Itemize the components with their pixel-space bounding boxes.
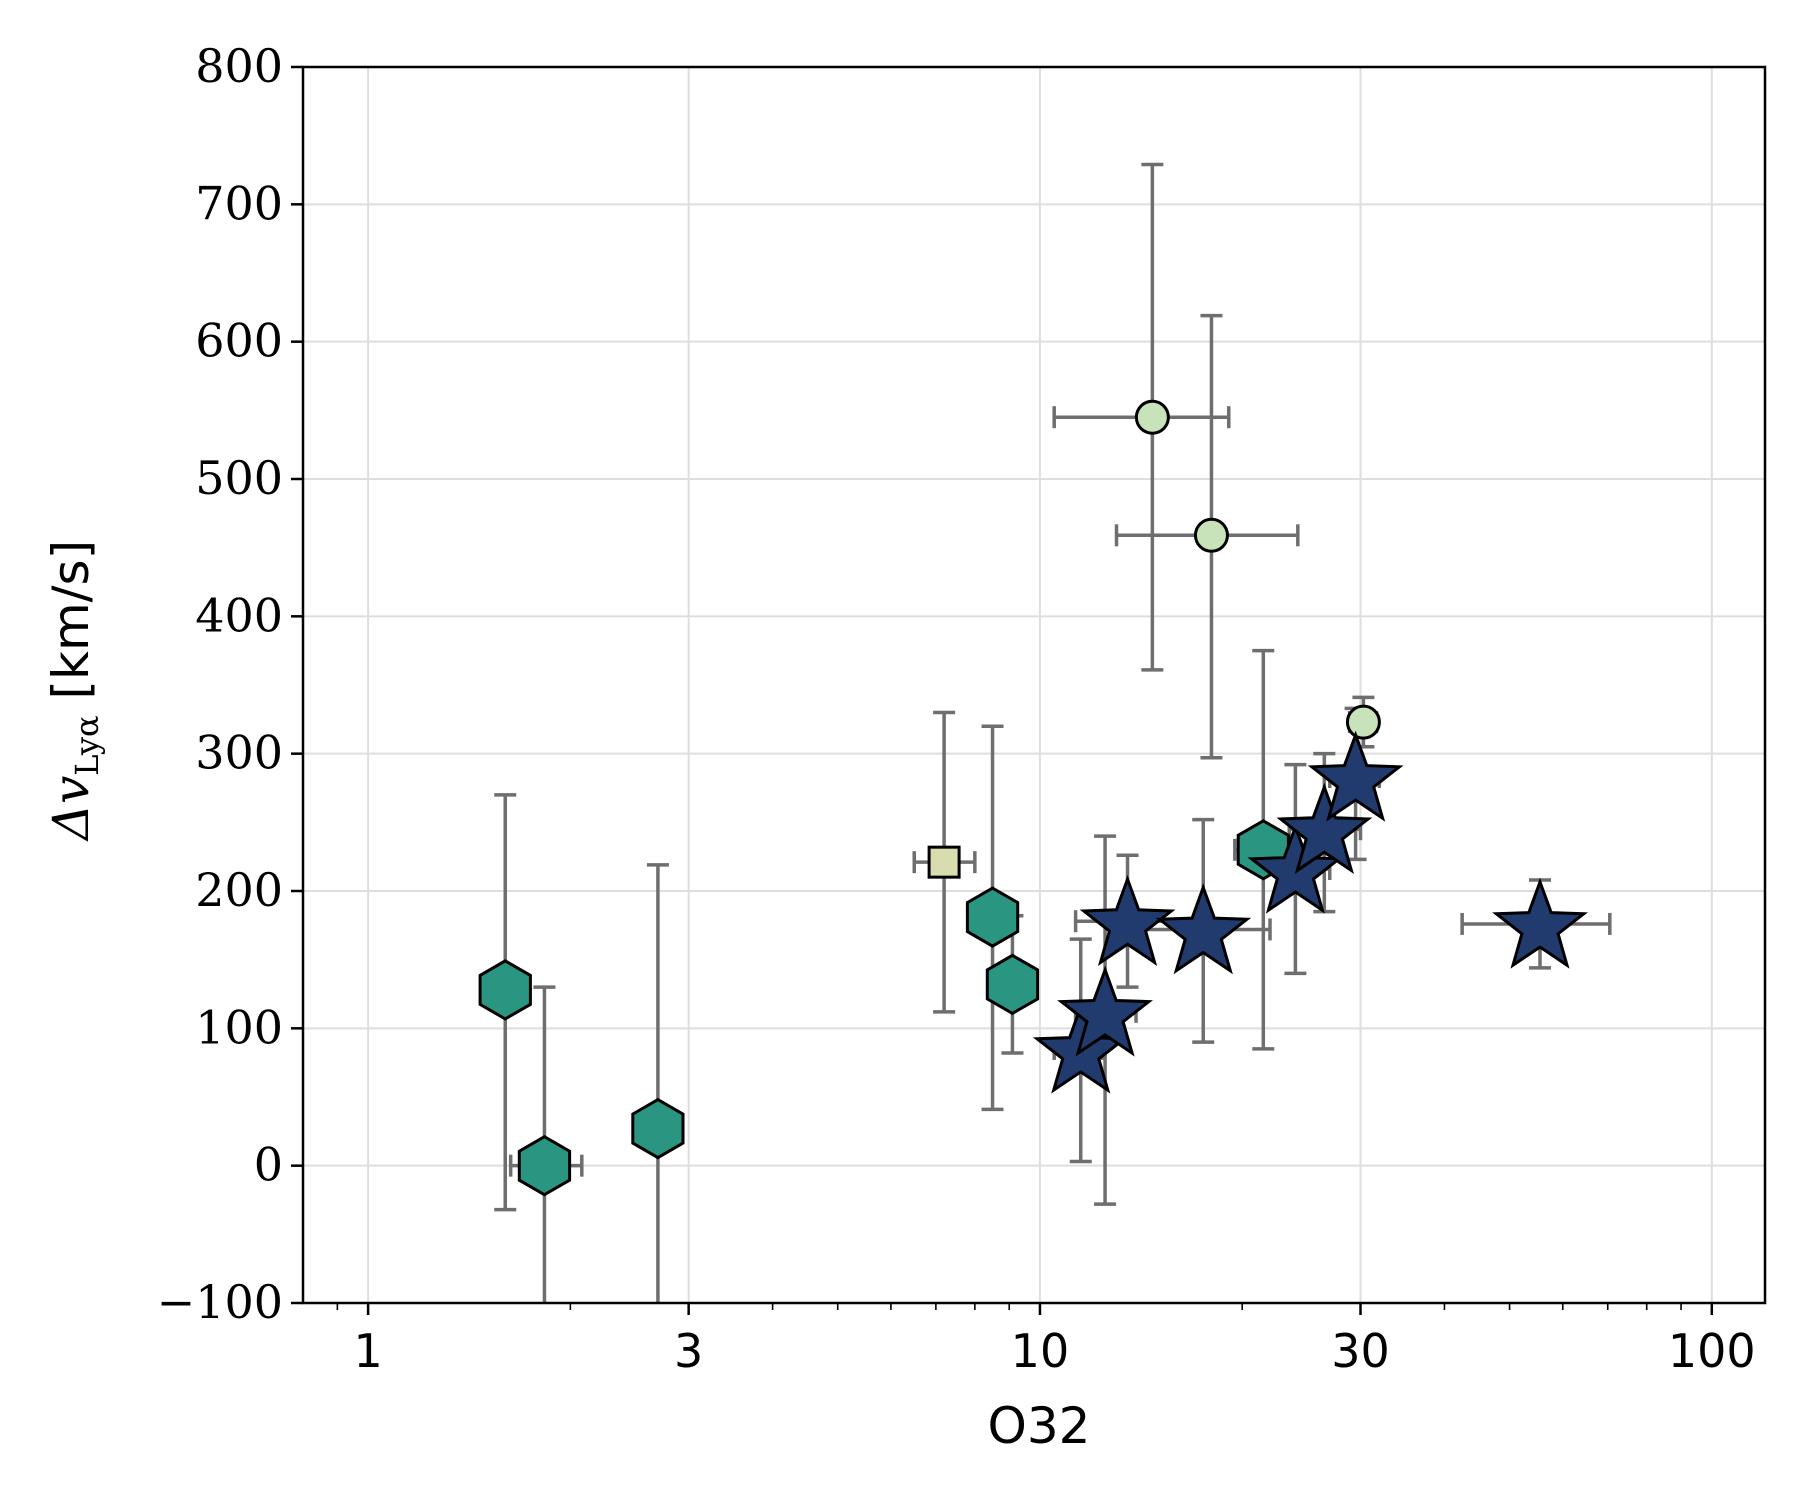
x-axis-title: O32 xyxy=(988,1397,1091,1455)
y-tick-label: 700 xyxy=(195,176,283,230)
tick-labels: 1 3 10 30 100 −100 0 100 200 300 400 500 600 700 800 xyxy=(157,39,1756,1378)
y-tick-label: 100 xyxy=(195,1000,283,1054)
grid xyxy=(303,66,1765,1304)
star-marker xyxy=(1276,782,1373,874)
errorbar-hexagon xyxy=(633,863,681,1303)
circle-marker xyxy=(1134,399,1170,435)
star-marker xyxy=(1307,730,1404,822)
star-marker xyxy=(1079,874,1176,966)
x-tick-label: 10 xyxy=(1011,1324,1070,1378)
y-tick-label: 200 xyxy=(195,863,283,917)
circle-marker xyxy=(1345,704,1381,740)
y-axis-title-unit: [km/s] xyxy=(42,540,100,715)
y-tick-label: 0 xyxy=(254,1138,283,1192)
star-marker xyxy=(1492,877,1588,969)
y-tick-label: 400 xyxy=(195,588,283,642)
y-axis-title: ΔvLyα [km/s] xyxy=(42,540,106,842)
hexagon-marker xyxy=(631,1097,685,1160)
x-tick-label: 30 xyxy=(1331,1324,1390,1378)
y-axis-title-subscript: Lyα xyxy=(68,715,106,775)
star-marker xyxy=(1247,822,1344,914)
x-tick-label: 1 xyxy=(353,1324,382,1378)
y-tick-label: 800 xyxy=(195,39,283,93)
y-tick-label: −100 xyxy=(157,1275,283,1329)
hexagon-marker xyxy=(985,953,1040,1016)
x-tick-label: 3 xyxy=(674,1324,703,1378)
star-marker xyxy=(1155,883,1252,975)
y-tick-label: 300 xyxy=(195,726,283,780)
hexagon-marker xyxy=(517,1134,572,1197)
square-marker xyxy=(927,845,961,879)
y-axis-title-symbol: Δv xyxy=(42,776,100,842)
y-tick-label: 500 xyxy=(195,451,283,505)
data-markers xyxy=(478,399,1588,1197)
plot-frame xyxy=(301,65,1767,1305)
hexagon-marker xyxy=(478,959,532,1021)
x-tick-label: 100 xyxy=(1668,1324,1756,1378)
y-tick-label: 600 xyxy=(195,314,283,368)
star-marker xyxy=(1057,965,1153,1057)
axis-ticks xyxy=(291,65,1714,1315)
circle-marker xyxy=(1193,517,1229,553)
hexagon-marker xyxy=(965,886,1020,948)
